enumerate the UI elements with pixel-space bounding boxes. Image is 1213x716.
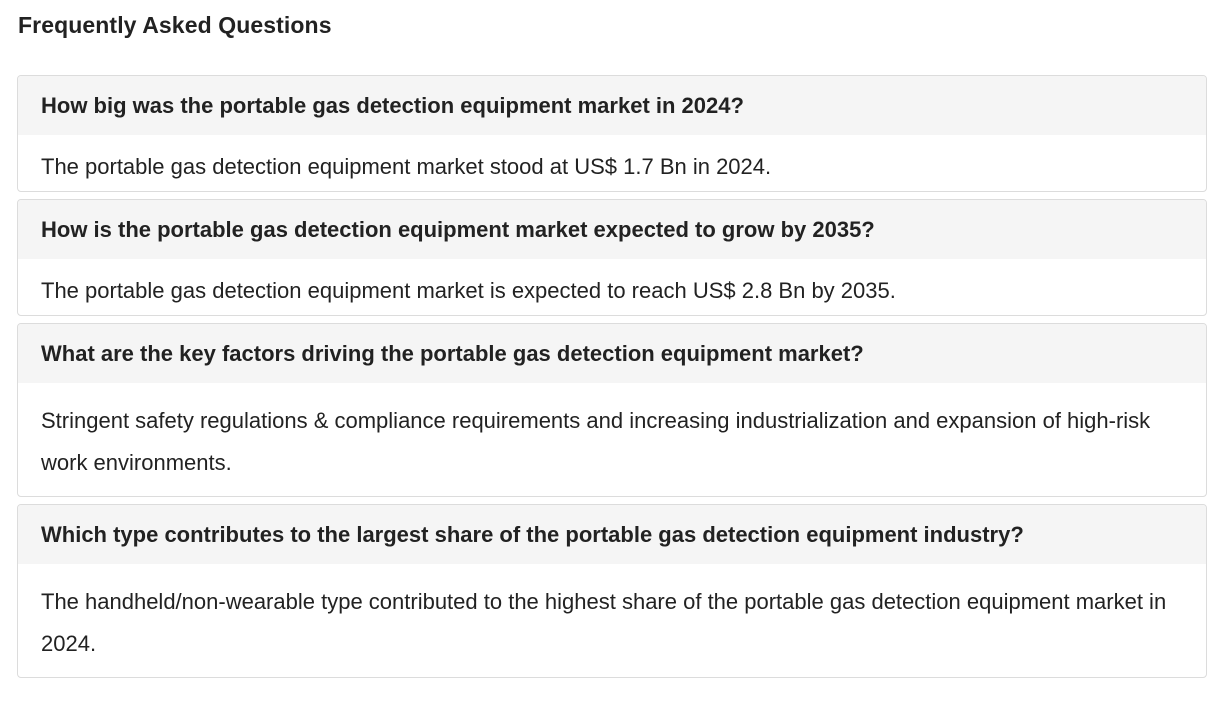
faq-answer: Stringent safety regulations & complianc…: [41, 408, 1151, 475]
faq-answer: The portable gas detection equipment mar…: [41, 154, 772, 179]
faq-item-key-factors: What are the key factors driving the por…: [17, 323, 1207, 497]
faq-question[interactable]: Which type contributes to the largest sh…: [18, 505, 1206, 564]
faq-item-largest-share-type: Which type contributes to the largest sh…: [17, 504, 1207, 678]
faq-question[interactable]: What are the key factors driving the por…: [18, 324, 1206, 383]
faq-question[interactable]: How is the portable gas detection equipm…: [18, 200, 1206, 259]
faq-question[interactable]: How big was the portable gas detection e…: [18, 76, 1206, 135]
faq-item-market-size-2024: How big was the portable gas detection e…: [17, 75, 1207, 192]
faq-answer: The handheld/non-wearable type contribut…: [41, 589, 1167, 656]
faq-list: How big was the portable gas detection e…: [17, 75, 1207, 685]
faq-answer: The portable gas detection equipment mar…: [41, 278, 896, 303]
faq-item-growth-2035: How is the portable gas detection equipm…: [17, 199, 1207, 316]
faq-section-title: Frequently Asked Questions: [18, 12, 332, 38]
